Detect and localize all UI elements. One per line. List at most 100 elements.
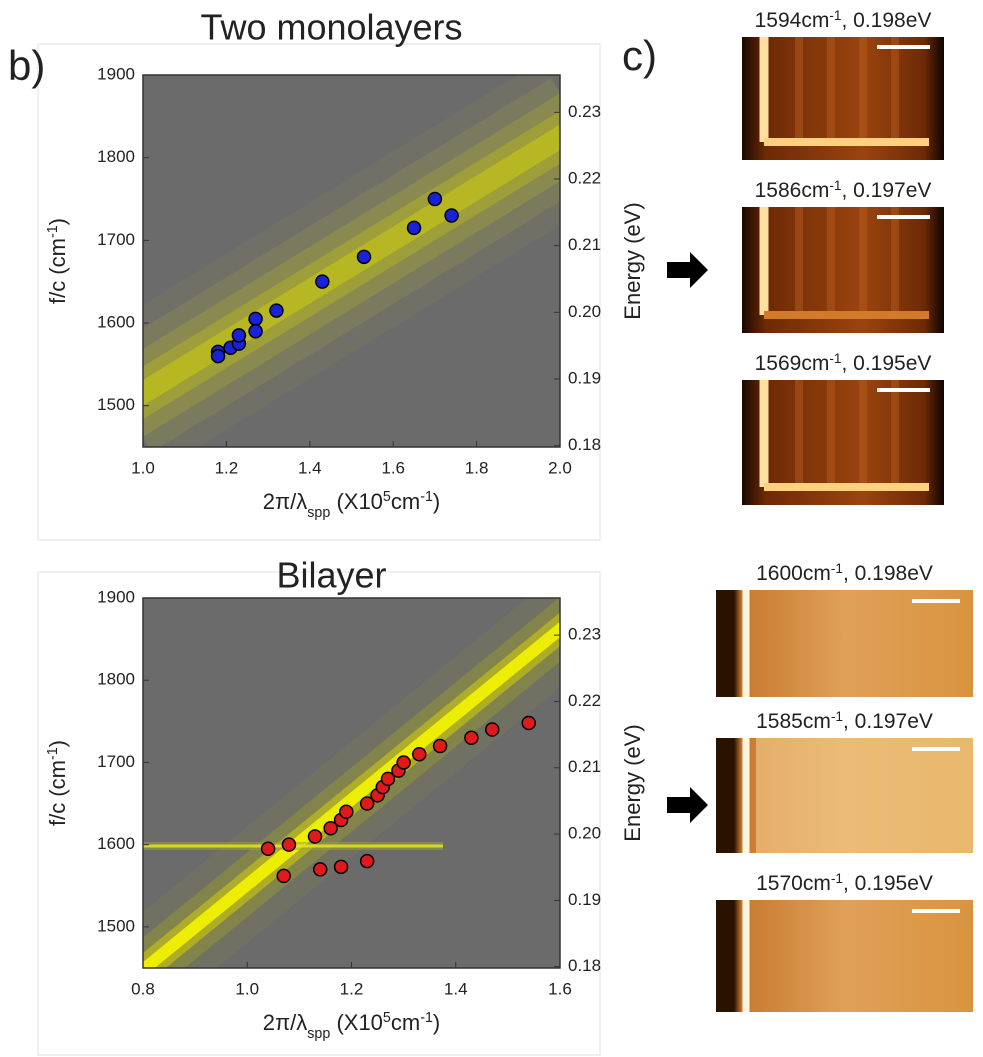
- data-point: [464, 730, 479, 746]
- panel-caption-part: 1600cm: [756, 562, 831, 585]
- x-axis-label: 2π/λspp (X105cm-1): [263, 489, 441, 521]
- y2-tick-label: 0.20: [568, 302, 601, 321]
- y-tick-label: 1500: [97, 395, 135, 414]
- y-tick-label: 1900: [97, 587, 135, 606]
- dispersion-band: [143, 621, 560, 968]
- image: [716, 590, 973, 697]
- data-point: [521, 715, 536, 731]
- y-tick-label: 1800: [97, 147, 135, 166]
- plot-frame: [142, 74, 561, 448]
- x-tick-label: 2.0: [548, 458, 572, 477]
- panel-caption: 1570cm-1, 0.195eV: [756, 871, 933, 896]
- panel-caption-part: , 0.195eV: [843, 872, 933, 895]
- panel-caption-part: , 0.198eV: [841, 9, 931, 32]
- panel-caption-part: -1: [831, 709, 843, 724]
- y-axis-label-part: f/c (cm: [45, 760, 70, 826]
- x-axis-label-part: (X10: [330, 1010, 383, 1035]
- x-tick-label: 1.2: [215, 458, 239, 477]
- data-point: [210, 348, 226, 364]
- panel-caption: 1585cm-1, 0.197eV: [756, 709, 933, 734]
- data-point: [312, 862, 328, 877]
- data-point: [406, 220, 422, 236]
- data-point: [356, 249, 372, 265]
- x-axis-label-part: 2π/λ: [263, 1010, 308, 1035]
- y-axis-label: f/c (cm-1): [45, 218, 70, 304]
- data-point: [432, 738, 448, 754]
- data-point: [248, 324, 263, 339]
- plot-area: [143, 75, 560, 447]
- y-axis-label-part: -1: [45, 747, 61, 760]
- y-tick-label: 1900: [97, 64, 135, 83]
- x-axis-label-part: spp: [307, 1026, 330, 1042]
- x-axis-label-part: -1: [420, 489, 433, 505]
- x-axis-label-part: cm: [391, 489, 420, 514]
- image: [716, 900, 973, 1012]
- y-axis-label: f/c (cm-1): [45, 740, 70, 826]
- y2-tick-label: 0.18: [568, 435, 601, 454]
- y-tick-label: 1800: [97, 670, 135, 689]
- data-point: [396, 755, 411, 770]
- data-point: [380, 771, 396, 787]
- image-tint: [756, 738, 973, 853]
- panel-caption: 1569cm-1, 0.195eV: [755, 351, 932, 376]
- x-tick-label: 1.4: [444, 979, 468, 998]
- panel-caption-part: 1586cm: [755, 179, 830, 202]
- panel-caption-part: 1570cm: [756, 872, 831, 895]
- panel-label: c): [622, 32, 657, 79]
- x-axis-label-part: spp: [307, 505, 330, 521]
- y-axis-label-part: -1: [45, 225, 61, 238]
- y-tick-label: 1700: [97, 230, 135, 249]
- panel-caption-part: , 0.197eV: [843, 710, 933, 733]
- data-point: [307, 829, 323, 844]
- panel-caption: 1600cm-1, 0.198eV: [756, 561, 933, 586]
- x-tick-label: 1.0: [131, 458, 155, 477]
- data-point: [359, 796, 375, 811]
- x-axis-label-part: 5: [383, 489, 391, 505]
- data-point: [269, 303, 284, 318]
- plot-area: [143, 598, 560, 968]
- data-point: [248, 311, 263, 327]
- panel-caption-part: -1: [829, 8, 841, 23]
- y2-tick-label: 0.23: [568, 625, 601, 644]
- data-point: [281, 837, 297, 852]
- x-tick-label: 1.4: [298, 458, 322, 477]
- y2-tick-label: 0.19: [568, 890, 601, 909]
- data-point: [427, 191, 443, 207]
- panel-caption: 1586cm-1, 0.197eV: [755, 178, 932, 203]
- y-tick-label: 1500: [97, 916, 135, 935]
- y-tick-label: 1600: [97, 312, 135, 331]
- chart-title: Two monolayers: [200, 7, 462, 48]
- y2-axis-label-part: Energy (eV): [620, 724, 645, 841]
- y2-axis-label: Energy (eV): [620, 724, 645, 841]
- panel-label: b): [8, 42, 45, 89]
- panel-caption-part: , 0.198eV: [843, 562, 933, 585]
- x-axis-label-part: (X10: [330, 489, 383, 514]
- panel-caption-part: -1: [829, 178, 841, 193]
- y2-tick-label: 0.21: [568, 757, 601, 776]
- chart-title: Bilayer: [276, 555, 386, 596]
- data-point: [333, 859, 349, 875]
- panel-caption-part: -1: [831, 871, 843, 886]
- panel-caption-part: 1585cm: [756, 710, 831, 733]
- data-point: [412, 746, 427, 762]
- y2-tick-label: 0.21: [568, 235, 601, 254]
- y2-tick-label: 0.18: [568, 956, 601, 975]
- y-axis-label-part: ): [45, 740, 70, 747]
- y2-axis-label: Energy (eV): [620, 202, 645, 319]
- y2-tick-label: 0.23: [568, 102, 601, 121]
- data-point: [339, 804, 354, 820]
- y2-tick-label: 0.20: [568, 824, 601, 843]
- arrow: [667, 252, 708, 288]
- data-point: [484, 722, 500, 737]
- y2-tick-label: 0.19: [568, 368, 601, 387]
- y2-tick-label: 0.22: [568, 691, 601, 710]
- panel-caption: 1594cm-1, 0.198eV: [755, 8, 932, 33]
- y-tick-label: 1600: [97, 834, 135, 853]
- panel-caption-part: , 0.197eV: [841, 179, 931, 202]
- x-tick-label: 1.6: [548, 979, 572, 998]
- data-point: [323, 820, 338, 836]
- data-point: [444, 208, 459, 223]
- x-tick-label: 1.6: [381, 458, 405, 477]
- y-axis-label-part: ): [45, 218, 70, 225]
